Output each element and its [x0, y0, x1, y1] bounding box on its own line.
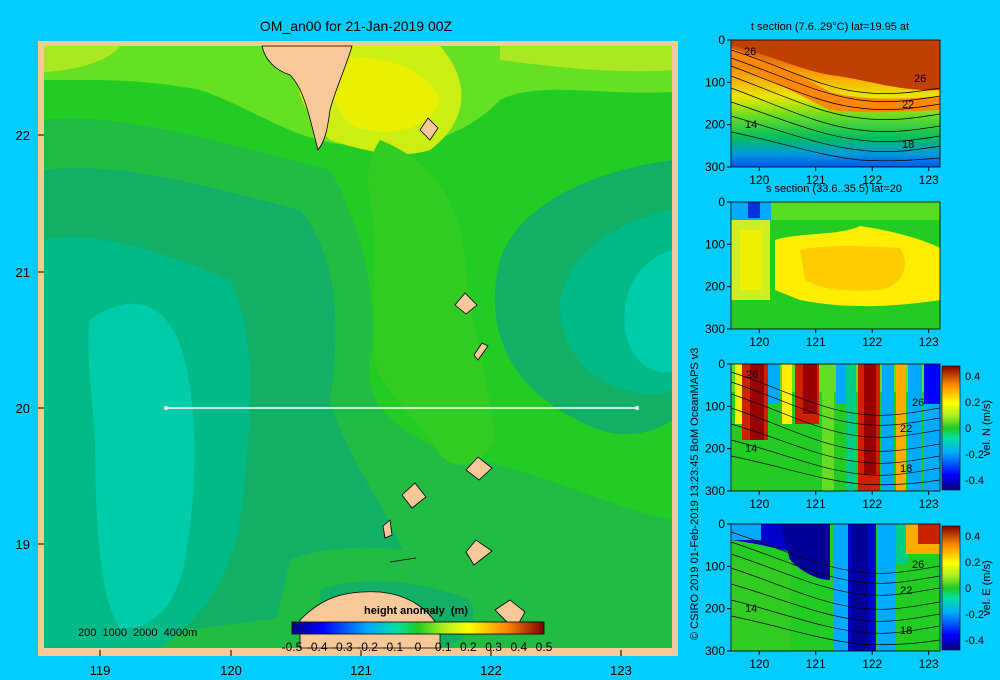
colorbar-label: vel. E (m/s) — [981, 560, 993, 616]
copyright-label: © CSIRO 2019 01-Feb-2019 13:23:45 BoM Oc… — [689, 348, 701, 640]
contour-label: 14 — [745, 119, 757, 131]
y-tick-label: 300 — [705, 160, 725, 174]
map-x-tick: 121 — [350, 663, 372, 678]
contour-label: 26 — [746, 369, 758, 381]
contour-label: 22 — [900, 585, 912, 597]
colorbar-tick: -0.3 — [332, 640, 353, 654]
colorbar-tick: -0.4 — [307, 640, 328, 654]
panel-velocity-east: 26 22 14 18 0.4 0.2 0 -0.2 -0.4 vel. E (m/s) — [730, 523, 993, 652]
colorbar-tick: 0.5 — [536, 640, 553, 654]
x-tick-label: 120 — [749, 173, 769, 187]
colorbar-label: vel. N (m/s) — [981, 400, 993, 456]
colorbar-tick: -0.2 — [965, 609, 984, 621]
colorbar-tick: -0.2 — [357, 640, 378, 654]
colorbar-tick: -0.1 — [382, 640, 403, 654]
x-tick-label: 123 — [919, 173, 939, 187]
map-title: OM_an00 for 21-Jan-2019 00Z — [260, 18, 453, 34]
colorbar-tick: 0.4 — [510, 640, 527, 654]
x-tick-label: 121 — [806, 657, 826, 671]
y-tick-label: 100 — [705, 75, 725, 89]
y-tick-label: 0 — [718, 195, 725, 209]
map-x-tick: 122 — [480, 663, 502, 678]
map-x-axis: 119 120 121 122 123 — [90, 650, 632, 678]
colorbar-tick: 0.2 — [965, 397, 980, 409]
colorbar-tick: 0 — [415, 640, 422, 654]
colorbar-tick: 0.4 — [965, 371, 980, 383]
x-tick-label: 121 — [806, 173, 826, 187]
x-tick-label: 122 — [862, 497, 882, 511]
section-line — [164, 406, 639, 410]
contour-label: 22 — [902, 99, 914, 111]
y-tick-label: 300 — [705, 644, 725, 658]
y-tick-label: 0 — [718, 33, 725, 47]
map-frame — [38, 41, 678, 656]
contour-label: 26 — [914, 73, 926, 85]
contour-label: 14 — [745, 443, 757, 455]
map-x-tick: 120 — [220, 663, 242, 678]
map-y-tick: 20 — [16, 401, 30, 416]
contour-label: 22 — [900, 423, 912, 435]
panel-salinity: s section (33.6..35.5) lat=20 — [730, 183, 941, 330]
x-tick-label: 123 — [919, 335, 939, 349]
y-tick-label: 100 — [705, 399, 725, 413]
x-tick-label: 123 — [919, 497, 939, 511]
x-tick-label: 122 — [862, 335, 882, 349]
colorbar-tick: 0.1 — [435, 640, 452, 654]
map-y-axis: 22 21 20 19 — [16, 128, 44, 552]
colorbar-tick: 0.2 — [965, 557, 980, 569]
y-tick-label: 300 — [705, 484, 725, 498]
panel-temperature: t section (7.6..29°C) lat=19.95 at 26 26… — [730, 21, 941, 168]
contour-label: 14 — [745, 603, 757, 615]
y-tick-label: 0 — [718, 357, 725, 371]
contour-label: 26 — [912, 559, 924, 571]
x-tick-label: 121 — [806, 497, 826, 511]
colorbar-title: height anomaly (m) — [364, 605, 468, 617]
contour-label: 18 — [900, 463, 912, 475]
y-tick-label: 200 — [705, 118, 725, 132]
y-tick-label: 100 — [705, 559, 725, 573]
panel-velocity-north: 26 26 22 14 18 0.4 0.2 0 -0.2 -0.4 vel. N (m… — [730, 363, 993, 492]
colorbar — [941, 525, 961, 651]
x-tick-label: 120 — [749, 335, 769, 349]
contour-label: 26 — [912, 397, 924, 409]
colorbar — [941, 365, 961, 491]
colorbar-tick: -0.4 — [965, 635, 984, 647]
y-tick-label: 100 — [705, 237, 725, 251]
contour-label: 18 — [900, 625, 912, 637]
colorbar-tick: -0.5 — [282, 640, 303, 654]
colorbar-tick: 0 — [965, 423, 971, 435]
colorbar-tick: -0.4 — [965, 475, 984, 487]
depth-legend: 200 1000 2000 4000m — [78, 627, 197, 639]
x-tick-label: 121 — [806, 335, 826, 349]
colorbar-tick: 0 — [965, 583, 971, 595]
y-tick-label: 300 — [705, 322, 725, 336]
contour-label: 18 — [902, 139, 914, 151]
map-y-tick: 21 — [16, 265, 30, 280]
map-y-tick: 19 — [16, 537, 30, 552]
panel-title: t section (7.6..29°C) lat=19.95 at — [751, 21, 909, 33]
colorbar-tick: 0.4 — [965, 531, 980, 543]
colorbar-tick: -0.2 — [965, 449, 984, 461]
y-tick-label: 200 — [705, 280, 725, 294]
map-colorbar: height anomaly (m) -0.5 -0.4 -0.3 -0.2 -0.1 0… — [282, 605, 553, 654]
contour-label: 26 — [744, 46, 756, 58]
x-tick-label: 123 — [919, 657, 939, 671]
x-tick-label: 120 — [749, 657, 769, 671]
x-tick-label: 122 — [862, 657, 882, 671]
map-x-tick: 119 — [90, 663, 111, 678]
map-y-tick: 22 — [16, 128, 30, 143]
y-tick-label: 0 — [718, 517, 725, 531]
panel-title: s section (33.6..35.5) lat=20 — [766, 183, 902, 195]
y-tick-label: 200 — [705, 442, 725, 456]
x-tick-label: 122 — [862, 173, 882, 187]
colorbar-tick: 0.2 — [460, 640, 477, 654]
colorbar-tick: 0.3 — [485, 640, 502, 654]
map-x-tick: 123 — [610, 663, 632, 678]
y-tick-label: 200 — [705, 602, 725, 616]
x-tick-label: 120 — [749, 497, 769, 511]
